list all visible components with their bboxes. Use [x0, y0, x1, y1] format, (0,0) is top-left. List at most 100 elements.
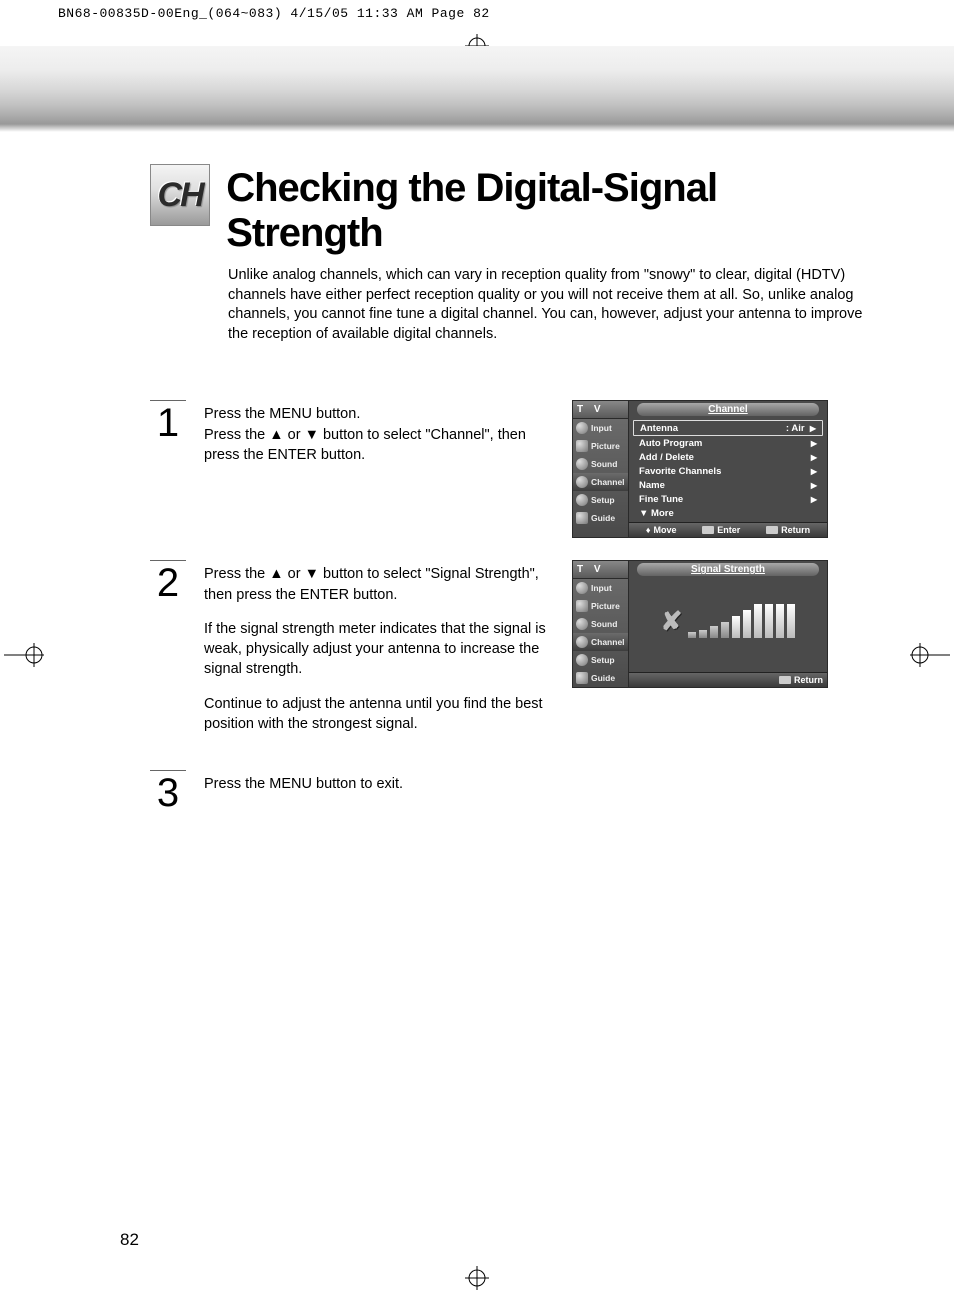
intro-paragraph: Unlike analog channels, which can vary i… — [228, 266, 864, 344]
step: 2 Press the ▲ or ▼ button to select "Sign… — [150, 560, 864, 748]
osd-nav-label: Setup — [591, 655, 615, 665]
osd-row-value: ▶ — [811, 438, 817, 449]
nav-icon — [576, 618, 588, 630]
osd-row-label: Auto Program — [639, 438, 702, 449]
nav-icon — [576, 654, 588, 666]
osd-menu-row: ▼ More — [633, 506, 823, 520]
antenna-icon: ✘ — [661, 606, 683, 637]
osd-nav-item: Guide — [573, 509, 628, 527]
osd-nav-item: Channel — [573, 473, 628, 491]
crop-mark-bottom — [465, 1266, 489, 1290]
osd-signal-strength: T VInputPictureSoundChannelSetupGuideSig… — [572, 560, 828, 688]
step-number: 3 — [150, 773, 186, 813]
signal-bar — [688, 632, 696, 638]
step-body: Press the ▲ or ▼ button to select "Signa… — [204, 560, 554, 748]
osd-nav-item: Sound — [573, 455, 628, 473]
chevron-right-icon: ▶ — [810, 424, 816, 433]
page-number: 82 — [120, 1230, 139, 1250]
step-paragraph: Press the MENU button to exit. — [204, 774, 554, 794]
osd-tv-label: T V — [573, 561, 628, 579]
osd-nav-item: Picture — [573, 437, 628, 455]
step-number: 2 — [150, 563, 186, 603]
osd-nav-label: Guide — [591, 513, 615, 523]
enter-icon — [702, 526, 714, 534]
updown-icon: ♦ — [646, 525, 651, 535]
crop-mark-right — [910, 643, 950, 667]
osd-row-label: Fine Tune — [639, 494, 683, 505]
osd-row-value: ▶ — [811, 466, 817, 477]
osd-nav-item: Guide — [573, 669, 628, 687]
menu-icon — [766, 526, 778, 534]
step: 1 Press the MENU button.Press the ▲ or ▼ … — [150, 400, 864, 538]
nav-icon — [576, 512, 588, 524]
osd-footer-hint: Return — [766, 525, 810, 535]
signal-bar — [699, 630, 707, 638]
chevron-right-icon: ▶ — [811, 439, 817, 448]
osd-footer: ♦ Move Enter Return — [629, 522, 827, 537]
step: 3 Press the MENU button to exit. — [150, 770, 864, 813]
osd-nav-label: Guide — [591, 673, 615, 683]
nav-icon — [576, 440, 588, 452]
osd-menu-row: Favorite Channels▶ — [633, 464, 823, 478]
osd-nav-item: Channel — [573, 633, 628, 651]
osd-row-value: ▶ — [811, 452, 817, 463]
osd-nav-item: Picture — [573, 597, 628, 615]
step-paragraph: If the signal strength meter indicates t… — [204, 619, 554, 680]
osd-menu-row: Add / Delete▶ — [633, 450, 823, 464]
chevron-right-icon: ▶ — [811, 453, 817, 462]
osd-nav-label: Input — [591, 583, 612, 593]
signal-bar — [710, 626, 718, 638]
osd-nav-label: Input — [591, 423, 612, 433]
title-bar: CH Checking the Digital-Signal Strength — [150, 164, 864, 256]
nav-icon — [576, 494, 588, 506]
osd-menu-row: Auto Program ▶ — [633, 436, 823, 450]
osd-nav-item: Input — [573, 419, 628, 437]
step-body: Press the MENU button.Press the ▲ or ▼ b… — [204, 400, 554, 479]
crop-mark-left — [4, 643, 44, 667]
signal-bar — [765, 604, 773, 638]
osd-nav-label: Picture — [591, 441, 620, 451]
osd-nav-item: Setup — [573, 651, 628, 669]
nav-icon — [576, 422, 588, 434]
chevron-right-icon: ▶ — [811, 481, 817, 490]
signal-bar — [743, 610, 751, 638]
nav-icon — [576, 476, 588, 488]
signal-bar — [732, 616, 740, 638]
step-paragraph: Continue to adjust the antenna until you… — [204, 694, 554, 735]
osd-row-value: : Air ▶ — [786, 423, 816, 434]
nav-icon — [576, 636, 588, 648]
osd-row-label: Name — [639, 480, 665, 491]
step-figure: T VInputPictureSoundChannelSetupGuideCha… — [572, 400, 832, 538]
step-number: 1 — [150, 403, 186, 443]
osd-channel-menu: T VInputPictureSoundChannelSetupGuideCha… — [572, 400, 828, 538]
osd-menu-list: Antenna: Air ▶Auto Program▶Add / Delete▶… — [629, 418, 827, 522]
nav-icon — [576, 672, 588, 684]
osd-row-label: Antenna — [640, 423, 678, 434]
osd-menu-row: Antenna : Air ▶ — [633, 420, 823, 436]
chevron-right-icon: ▶ — [811, 495, 817, 504]
signal-bar — [787, 604, 795, 638]
osd-footer-hint: Enter — [702, 525, 740, 535]
step-paragraph: Press the MENU button.Press the ▲ or ▼ b… — [204, 404, 554, 465]
page-title: Checking the Digital-Signal Strength — [226, 166, 864, 256]
section-badge: CH — [150, 164, 210, 226]
osd-menu-row: Name ▶ — [633, 478, 823, 492]
step-body: Press the MENU button to exit. — [204, 770, 554, 808]
osd-nav-label: Picture — [591, 601, 620, 611]
signal-bars — [688, 604, 795, 638]
step-figure: T VInputPictureSoundChannelSetupGuideSig… — [572, 560, 832, 688]
osd-nav-label: Channel — [591, 477, 625, 487]
osd-nav-label: Sound — [591, 619, 617, 629]
osd-title: Channel — [637, 403, 819, 416]
osd-nav-item: Sound — [573, 615, 628, 633]
steps-list: 1 Press the MENU button.Press the ▲ or ▼ … — [150, 400, 864, 813]
osd-nav-item: Input — [573, 579, 628, 597]
osd-row-value: ▶ — [811, 494, 817, 505]
osd-row-value: ▶ — [811, 480, 817, 491]
header-gradient — [0, 46, 954, 124]
osd-tv-label: T V — [573, 401, 628, 419]
page-content: CH Checking the Digital-Signal Strength … — [150, 164, 864, 835]
osd-footer-hint: Return — [779, 675, 823, 685]
signal-bar — [776, 604, 784, 638]
signal-bar — [754, 604, 762, 638]
